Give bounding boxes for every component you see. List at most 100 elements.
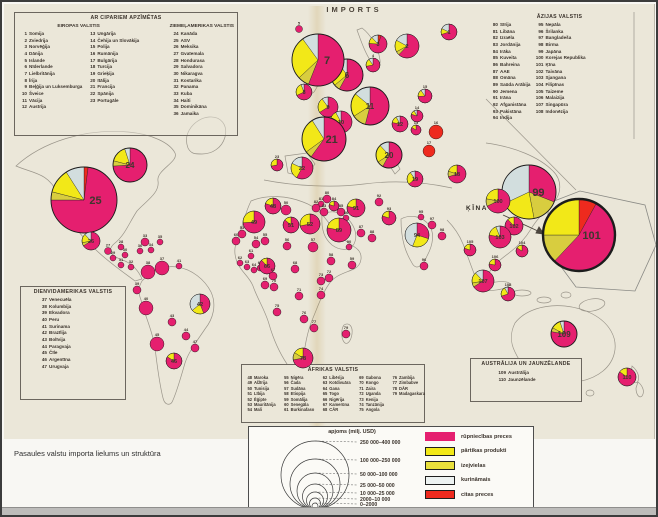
country-number: 24 [173, 31, 179, 36]
legend-country-item: 71 Zaira [357, 386, 384, 391]
country-name: Argentīna [49, 356, 71, 362]
legend-country-item: 44 Paragvaja [38, 344, 122, 351]
legend-country-item: 34 Haiti [170, 98, 234, 105]
legend-country-item: 102 Taivāna [534, 69, 585, 76]
legend-country-item: 107 Singapūra [534, 102, 585, 109]
tasmania-outline [585, 389, 595, 397]
legend-country-item: 55 Nigēra [282, 375, 315, 380]
country-number: 100 [535, 55, 544, 61]
category-label: citas preces [461, 491, 494, 498]
china-label: ĶĪNA [466, 205, 488, 212]
country-name: Pakistāna [500, 108, 522, 114]
country-name: Indija [500, 115, 512, 121]
country-number: 77 [392, 380, 398, 386]
country-name: Omāna [500, 75, 516, 81]
legend-country-item: 52 Ēģipte [245, 397, 276, 402]
legend-country-item: 108 Indonēzija [534, 109, 585, 116]
legend-country-item: 39 Ekvadora [38, 310, 122, 317]
legend-country-item: 104 Filipīnas [534, 82, 585, 89]
country-number: 7 [24, 70, 27, 76]
country-name: Alžīrija [254, 380, 268, 386]
category-swatch-K [425, 475, 455, 485]
country-name: Zviedrija [29, 37, 48, 43]
country-number: 52 [247, 396, 252, 402]
country-name: Kuveita [500, 55, 517, 61]
africa-column-3: 62 Libērija 63 Kotdivuāra 64 Gana 65 Togo 66 Nigē… [320, 375, 351, 413]
legend-country-item: 105 Taizeme [534, 89, 585, 96]
country-number: 39 [41, 310, 47, 316]
country-name: Bulgārija [97, 57, 118, 63]
legend-country-item: 45 Čīle [38, 350, 122, 357]
country-name: DĀR [399, 385, 408, 391]
south-america-list-title: DIENVIDAMERIKAS VALSTIS [33, 289, 113, 295]
scan-edge-band [2, 507, 656, 515]
asia-column-1: 80 Sīrija 81 Libāna 82 Izraēla 83 Jordānija 84 Ir… [489, 22, 531, 122]
country-name: Mali [254, 407, 262, 413]
country-name: Ungārija [97, 31, 116, 36]
category-label: kurināmais [461, 477, 491, 483]
legend-country-item: 29 Salvadora [170, 64, 234, 71]
country-name: Gana [329, 385, 340, 391]
legend-country-item: 42 Brazīlija [38, 330, 122, 337]
legend-box-australia: AUSTRĀLIJA UN JAUNZĒLANDE 109 Austrālija 1… [470, 358, 582, 402]
legend-country-item: 1 Somija [18, 31, 82, 38]
country-name: Gvatemala [180, 50, 204, 56]
country-name: Nigērija [329, 396, 345, 402]
legend-country-item: 51 Lībija [245, 391, 276, 396]
country-number: 35 [173, 104, 179, 110]
legend-country-item: 93 Pakistāna [489, 109, 530, 116]
country-number: 93 [492, 108, 498, 114]
legend-country-item: 43 Bolīvija [38, 337, 122, 344]
category-legend-row: pārtikas produkti [425, 446, 512, 456]
legend-country-item: 35 Dominikāna [170, 104, 234, 111]
legend-country-item: 87 AAE [489, 69, 530, 76]
country-name: Taizeme [545, 88, 564, 94]
category-label: pārtikas produkti [461, 448, 507, 454]
legend-country-item: 8 Īrija [18, 78, 82, 85]
africa-column-5: 76 Zambija 77 Zimbabve 78 DĀR 79 Madagaskara [390, 375, 425, 413]
africa-column-4: 69 Gabona 70 Kongo 71 Zaira 72 Uganda 73 Kenija 74… [357, 375, 384, 413]
legend-country-item: 32 Panama [170, 84, 234, 91]
country-number: 9 [24, 84, 27, 90]
legend-country-item: 95 Nepāla [534, 22, 585, 29]
scandinavia-outline [356, 27, 381, 67]
country-number: 17 [90, 57, 96, 63]
country-name: Libērija [329, 375, 344, 380]
country-number: 26 [173, 44, 179, 50]
country-name: Ķīna [545, 61, 556, 67]
country-name: ASV [180, 37, 191, 43]
country-number: 67 [322, 401, 328, 407]
country-name: Peru [49, 316, 60, 322]
country-name: Grieķija [97, 70, 115, 76]
country-name: Šrilanka [545, 28, 564, 34]
europe-column-1: 1 Somija 2 Zviedrija 3 Norvēģija 4 Dānija 5 Islan… [18, 31, 82, 111]
caption: Pasaules valstu importa lielums un struk… [14, 449, 161, 458]
country-number: 81 [492, 28, 498, 34]
legend-country-item: 101 Ķīna [534, 62, 585, 69]
country-name: Dominikāna [180, 104, 207, 110]
size-legend-title: apjoms (milj. USD) [328, 429, 376, 435]
country-number: 101 [535, 61, 544, 67]
legend-country-item: 54 Mali [245, 407, 276, 412]
country-number: 14 [90, 37, 96, 43]
country-number: 82 [492, 35, 498, 41]
country-name: Birma [545, 41, 559, 47]
country-number: 110 [498, 376, 506, 382]
country-number: 91 [492, 95, 498, 101]
mediterranean-coast [263, 179, 453, 189]
country-number: 10 [21, 90, 27, 96]
legend-country-item: 72 Uganda [357, 391, 384, 396]
country-number: 59 [284, 396, 289, 402]
legend-country-item: 66 Nigērija [320, 397, 350, 402]
uk-outline [306, 62, 323, 94]
country-number: 89 [492, 81, 498, 87]
china-callout-box [544, 190, 656, 292]
country-name: Nepāla [545, 22, 561, 27]
country-number: 104 [535, 81, 544, 87]
indonesia-island [560, 291, 572, 299]
country-number: 25 [173, 37, 179, 43]
legend-country-item: 21 Francija [86, 84, 139, 91]
country-name: Singapūra [545, 101, 568, 107]
legend-country-item: 90 Jemena [489, 89, 530, 96]
